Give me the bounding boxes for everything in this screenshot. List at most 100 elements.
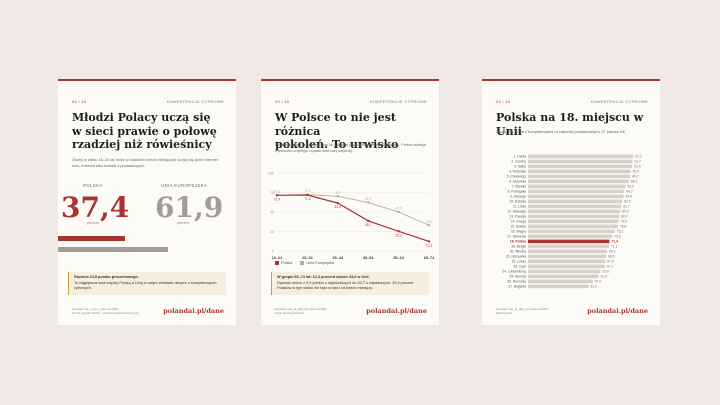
bar	[528, 234, 613, 239]
value-label: 67,8	[607, 259, 614, 263]
data-label: 72,4	[304, 189, 311, 193]
bar	[528, 204, 622, 209]
title-line: W Polsce to nie jest różnica	[275, 111, 396, 138]
category-label: 26. Rumunia	[507, 279, 526, 283]
card-2: 02 / 10 KOMPETENCJE CYFROWE W Polsce to …	[261, 79, 439, 325]
x-tick-label: 16–24	[272, 256, 283, 259]
card-header: 02 / 10 KOMPETENCJE CYFROWE	[275, 99, 427, 104]
value-label: 71,1	[611, 244, 618, 248]
poland-value: 37,4	[61, 191, 130, 224]
card-number: 01 / 10	[72, 99, 87, 104]
data-label: 61,4	[335, 205, 342, 209]
category-label: 21. Hiszpania	[506, 254, 526, 258]
x-tick-label: 25–34	[302, 256, 313, 259]
card-number: 03 / 10	[496, 99, 511, 104]
category-label: 12. Słowacja	[507, 209, 526, 213]
value-label: 78,8	[620, 224, 627, 228]
card-footer: Eurostat, isoc_sk_dskl_i21, dane za 2023…	[275, 307, 427, 315]
x-tick-label: 45–54	[363, 256, 374, 259]
value-label: 88,3	[631, 179, 638, 183]
category-label: 3. Malta	[514, 164, 526, 168]
card-title: Młodzi Polacy uczą się w sieci prawie o …	[72, 111, 226, 152]
card-number: 02 / 10	[275, 99, 290, 104]
y-tick-label: 0	[272, 249, 274, 253]
card-1: 01 / 10 KOMPETENCJE CYFROWE Młodzi Polac…	[58, 79, 236, 325]
bar	[528, 154, 634, 159]
card-tag: KOMPETENCJE CYFROWE	[369, 99, 427, 104]
category-label: 4. Finlandia	[509, 169, 526, 173]
data-point	[306, 193, 309, 197]
value-label: 76,1	[617, 229, 624, 233]
bar	[528, 179, 629, 184]
card-title: Polska na 18. miejscu w Unii	[496, 111, 644, 138]
data-point	[275, 194, 279, 197]
category-label: 18. Polska	[510, 239, 526, 243]
data-point	[367, 219, 370, 223]
bar-eu	[58, 247, 169, 252]
value-label: 67,7	[607, 264, 614, 268]
bar	[528, 229, 615, 234]
value-label: 57,0	[595, 279, 602, 283]
card-description: Osoby 16–24 lat z kompetencjami co najmn…	[496, 130, 627, 134]
value-label: 53,0	[590, 284, 597, 288]
bar	[528, 219, 619, 224]
data-label: 71,5	[274, 190, 281, 194]
category-label: 11. Litwa	[513, 204, 526, 208]
x-tick-label: 35–44	[333, 256, 344, 259]
bar	[528, 264, 606, 269]
source-line: Wyąp Fundacji Polandi	[275, 311, 304, 315]
bar	[528, 254, 607, 259]
note-line: Dystans rośnie z 0,9 punktu u najmłodszy…	[277, 280, 414, 291]
value-label: 61,9	[601, 274, 608, 278]
brand-link[interactable]: polandai.pl/dane	[366, 307, 427, 315]
category-label: 15. Austria	[510, 224, 526, 228]
brand-link[interactable]: polandai.pl/dane	[587, 307, 648, 315]
category-label: 7. Irlandia	[512, 184, 527, 188]
title-line: Młodzi Polacy uczą się	[72, 111, 211, 124]
series-line	[276, 194, 430, 226]
category-label: 8. Portugalia	[507, 189, 526, 193]
legend-item-poland: Polska	[275, 261, 292, 265]
legend: Polska Unia Europejska	[275, 261, 334, 265]
ranking-bar-chart: 1. Dania 92,3 2. Czechy 91,7 3. Malta 91,4 4. …	[502, 154, 642, 288]
brand-link[interactable]: polandai.pl/dane	[163, 307, 224, 315]
x-tick-label: 55–64	[393, 256, 404, 259]
value-label: 79,5	[621, 219, 628, 223]
value-label: 91,4	[634, 164, 641, 168]
poland-label: POLSKA	[83, 183, 103, 188]
category-label: 16. Węgry	[511, 229, 526, 233]
source-line: Eurostat, isoc_sk_dskl_i21, dane za 2023	[275, 307, 327, 311]
value-label: 82,6	[624, 199, 631, 203]
value-label: 91,7	[635, 159, 642, 163]
value-label: 89,7	[632, 174, 639, 178]
data-label: 62,3	[365, 197, 372, 201]
data-point	[427, 240, 431, 243]
legend-swatch	[275, 261, 279, 265]
bar	[528, 159, 633, 164]
value-label: 63,6	[603, 269, 610, 273]
value-label: 80,8	[622, 209, 629, 213]
value-label: 68,5	[608, 254, 615, 258]
value-label: 92,3	[635, 154, 642, 158]
data-label: 49,9	[395, 207, 402, 211]
data-label: 71,8	[304, 197, 311, 201]
data-label: 25,2	[395, 233, 402, 237]
data-point	[397, 230, 400, 233]
bar	[528, 164, 633, 169]
data-point	[427, 224, 431, 227]
card-footer: Eurostat, isoc_ci_ac_i, dane za 2024 Tar…	[72, 307, 224, 315]
note-box: W grupie 65–74 lat: 12,3 procent wobec 3…	[271, 272, 429, 295]
category-label: 27. Bułgaria	[508, 284, 526, 288]
source-line: Eurostat, isoc_sk_dskl_i21, dane za 2023	[496, 307, 548, 311]
category-label: 20. Włochy	[510, 249, 527, 253]
value-label: 84,3	[626, 189, 633, 193]
value-label: 69,3	[609, 249, 616, 253]
y-tick-label: 75	[270, 191, 274, 195]
title-line: w sieci prawie o połowę	[72, 124, 217, 138]
category-label: 9. Szwecja	[510, 194, 526, 198]
source-line: Ranking wart	[496, 311, 513, 315]
data-label: 33,0	[426, 220, 433, 224]
bar	[528, 244, 610, 249]
bar-highlight	[528, 239, 610, 244]
category-label: 22. Łotwa	[512, 259, 526, 263]
